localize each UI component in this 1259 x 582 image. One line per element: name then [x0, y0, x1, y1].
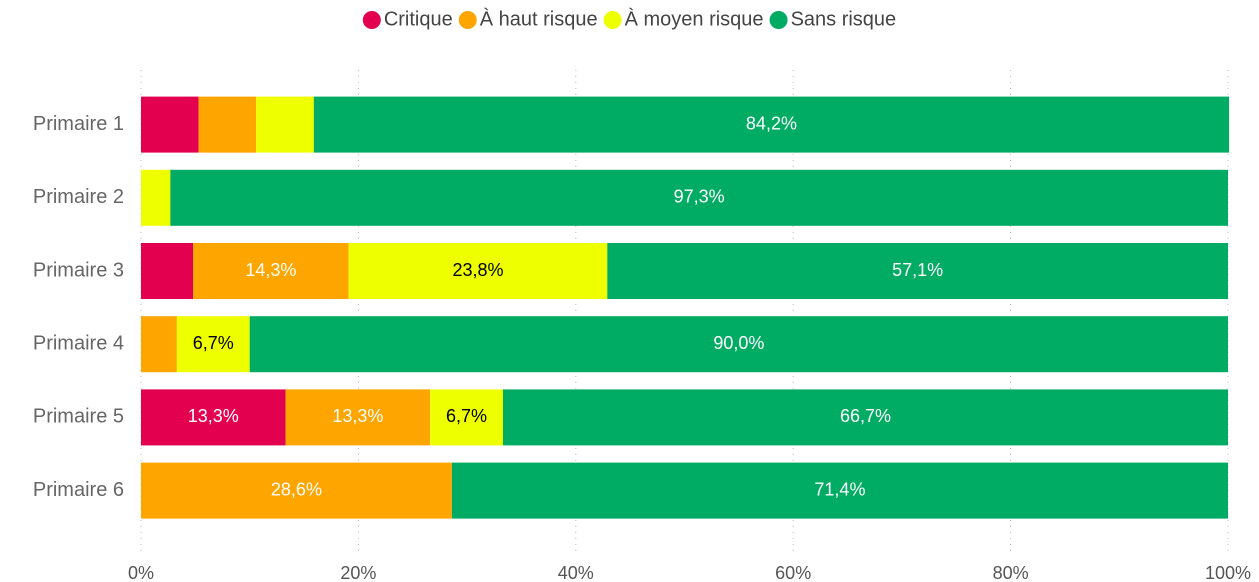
data-label: 71,4%	[814, 479, 865, 499]
legend-marker	[362, 11, 381, 29]
bar-segment	[170, 169, 1228, 226]
bar-segment	[451, 462, 1229, 519]
legend-label: À moyen risque	[625, 7, 764, 30]
bar-segment	[502, 389, 1228, 446]
y-tick-label: Primaire 5	[33, 406, 124, 428]
x-tick-label: 0%	[128, 563, 154, 582]
bar-segment	[198, 96, 257, 153]
bar-segment	[430, 389, 503, 446]
data-label: 23,8%	[452, 260, 503, 280]
legend-marker	[603, 11, 622, 29]
data-label: 28,6%	[271, 479, 322, 499]
x-tick-label: 80%	[993, 563, 1029, 582]
y-tick-label: Primaire 2	[33, 186, 124, 208]
x-tick-label: 20%	[340, 563, 376, 582]
legend-label: À haut risque	[480, 7, 598, 30]
bar-segment	[249, 316, 1228, 373]
bar-segment	[256, 96, 314, 153]
bar-segment	[176, 316, 250, 373]
bar-segment	[285, 389, 431, 446]
data-label: 13,3%	[332, 406, 383, 426]
legend-marker	[769, 11, 788, 29]
x-tick-label: 100%	[1205, 563, 1251, 582]
legend-label: Critique	[384, 8, 453, 30]
data-label: 66,7%	[840, 406, 891, 426]
x-tick-label: 40%	[558, 563, 594, 582]
y-tick-label: Primaire 6	[33, 479, 124, 501]
x-tick-label: 60%	[775, 563, 811, 582]
bar-segment	[141, 389, 286, 446]
y-tick-label: Primaire 4	[33, 332, 124, 354]
legend-marker	[458, 11, 477, 29]
legend-label: Sans risque	[791, 8, 897, 30]
bar-segment	[348, 243, 608, 299]
bar-segment	[141, 243, 194, 299]
bar-segment	[607, 243, 1228, 299]
bar-segment	[141, 169, 171, 226]
bar-segment	[141, 462, 452, 519]
data-label: 90,0%	[713, 333, 764, 353]
bar-segment	[141, 316, 177, 373]
data-label: 13,3%	[188, 406, 239, 426]
bar-segment	[141, 96, 199, 153]
data-label: 6,7%	[193, 333, 234, 353]
bar-segment	[193, 243, 349, 299]
data-label: 97,3%	[674, 187, 725, 207]
y-tick-label: Primaire 3	[33, 259, 124, 281]
bar-segment	[313, 96, 1230, 153]
data-label: 84,2%	[746, 113, 797, 133]
data-label: 6,7%	[446, 406, 487, 426]
y-tick-label: Primaire 1	[33, 113, 124, 135]
data-label: 14,3%	[245, 260, 296, 280]
data-label: 57,1%	[892, 260, 943, 280]
